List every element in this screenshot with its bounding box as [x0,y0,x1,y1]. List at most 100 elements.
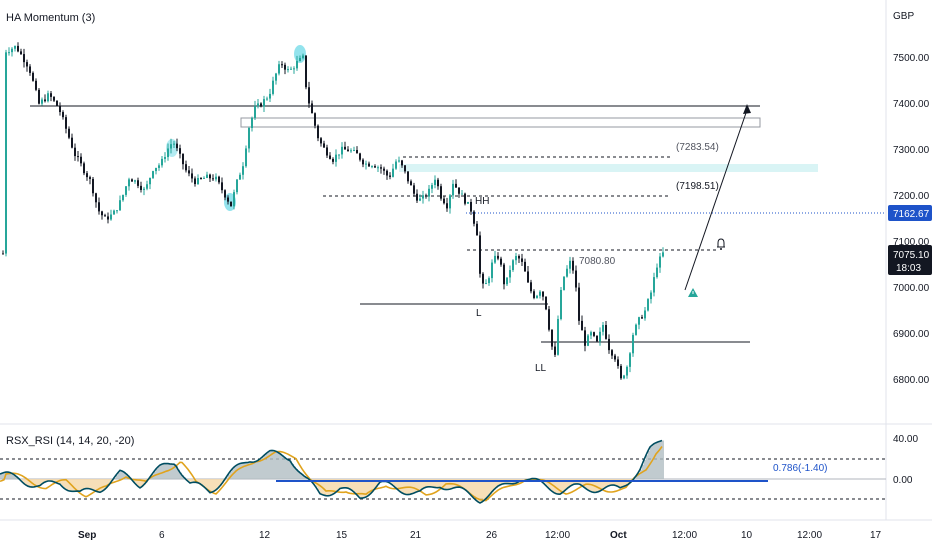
indicator-title[interactable]: HA Momentum (3) [6,12,95,24]
candle-body [293,68,295,70]
candle-body [155,167,157,172]
candle-body [158,165,160,168]
candle-body [284,64,286,70]
rsi-histogram-bar [400,479,402,492]
rsi-histogram-bar [600,479,602,492]
candle-body [443,198,445,204]
candle-body [398,160,400,162]
rsi-histogram-bar [654,443,656,479]
rsi-histogram-bar [366,479,368,497]
candle-body [494,255,496,263]
candle-body [596,335,598,342]
candle-body [332,158,334,162]
candle-body [77,156,79,158]
alert-bell-icon[interactable] [717,238,725,250]
rsi-histogram-bar [262,457,264,479]
candle-body [551,329,553,347]
rsi-histogram-bar [86,479,88,489]
rsi-histogram-bar [226,477,228,479]
rsi-histogram [0,440,664,503]
rsi-histogram-bar [618,479,620,487]
candle-body [497,255,499,259]
rsi-histogram-bar [454,479,456,488]
candle-body [122,194,124,201]
rsi-histogram-bar [42,479,44,484]
candle-body [368,163,370,167]
candle-body [224,190,226,198]
rsi-histogram-bar [180,472,182,479]
candle-body [209,174,211,179]
rsi-histogram-bar [108,479,110,487]
candle-body [248,127,250,149]
candle-body [278,64,280,74]
rsi-histogram-bar [344,479,346,488]
time-tick: 12:00 [797,530,822,541]
projection-arrow[interactable] [684,109,748,291]
rsi-histogram-bar [360,479,362,499]
rsi-histogram-bar [228,474,230,479]
rsi-histogram-bar [40,479,42,486]
rsi-histogram-bar [38,479,40,486]
rsi-histogram-bar [274,450,276,479]
rsi-histogram-bar [660,441,662,479]
last-price-tag[interactable]: 7075.10 18:03 [888,245,932,275]
candle-body [536,295,538,298]
rsi-histogram-bar [434,479,436,488]
rsi-histogram-bar [96,479,98,492]
candle-body [230,201,232,207]
candle-body [542,291,544,297]
rsi-histogram-bar [286,458,288,479]
candle-body [311,103,313,114]
rsi-histogram-bar [356,479,358,495]
time-axis[interactable]: Sep 6 12 15 21 26 12:00 Oct 12:00 10 12:… [78,530,882,541]
price-axis[interactable]: 7500.00 7400.00 7300.00 7200.00 7100.00 … [893,53,930,386]
rsi-histogram-bar [394,479,396,487]
level-price-tag[interactable]: 7162.67 [888,205,932,221]
candle-body [641,317,643,319]
candle-body [599,331,601,342]
rsi-histogram-bar [436,479,438,488]
candle-body [83,163,85,174]
rsi-histogram-bar [332,479,334,495]
supply-zone[interactable] [399,164,818,172]
rsi-histogram-bar [372,479,374,493]
rsi-histogram-bar [168,463,170,479]
candle-body [200,178,202,180]
candle-body [323,143,325,148]
rsi-histogram-bar [442,479,444,489]
rsi-histogram-bar [220,479,222,486]
rsi-histogram-bar [254,461,256,479]
candle-body [662,252,664,257]
candle-body [458,187,460,194]
warning-triangle-icon[interactable] [688,288,698,297]
rsi-histogram-bar [354,479,356,493]
resistance-zone[interactable] [240,117,761,128]
candle-body [260,103,262,107]
rsi-histogram-bar [620,479,622,488]
rsi-pane-title[interactable]: RSX_RSI (14, 14, 20, -20) [6,435,134,447]
fib-label: 0.786(-1.40) [773,463,827,474]
candle-body [416,193,418,201]
candle-body [53,96,55,101]
rsi-histogram-bar [646,455,648,479]
rsi-histogram-bar [292,463,294,479]
candle-body [119,200,121,211]
rsi-histogram-bar [72,479,74,492]
candle-body [32,72,34,81]
candle-body [146,184,148,189]
candle-body [452,183,454,196]
candle-body [521,258,523,262]
candle-body [131,179,133,182]
candle-body [239,174,241,180]
rsi-histogram-bar [404,479,406,494]
candle-body [506,277,508,285]
rsi-histogram-bar [582,479,584,486]
price-tick: 7100.00 [893,237,930,248]
rsi-histogram-bar [328,479,330,496]
rsi-histogram-bar [334,479,336,494]
rsi-histogram-bar [368,479,370,496]
rsi-histogram-bar [520,479,522,481]
rsi-histogram-bar [376,479,378,488]
candle-body [38,89,40,104]
